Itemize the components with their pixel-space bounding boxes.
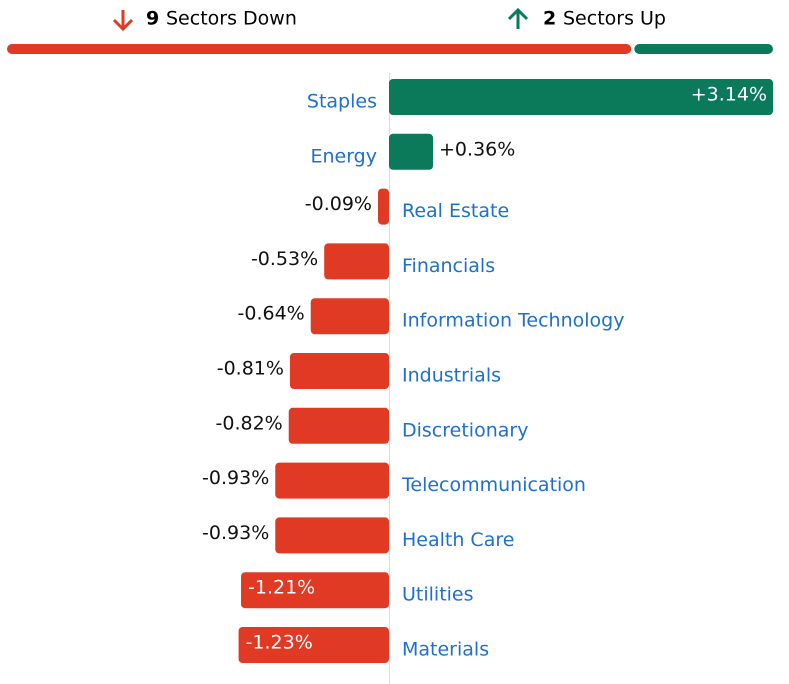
bar [275, 517, 389, 554]
value-label: -0.93% [202, 522, 269, 544]
value-label: +0.36% [439, 138, 515, 160]
bar [389, 133, 434, 170]
up-label: Sectors Up [563, 8, 666, 30]
bar [310, 298, 389, 335]
bar [241, 572, 389, 609]
up-arrow [507, 7, 529, 29]
category-label: Health Care [402, 529, 514, 551]
value-label: -0.53% [251, 248, 318, 270]
bar [275, 462, 389, 499]
bar [389, 79, 773, 115]
bar [324, 243, 389, 280]
bar [288, 407, 389, 444]
up-share-bar [634, 44, 773, 54]
category-label: Financials [402, 255, 495, 277]
value-label: -0.81% [217, 358, 284, 380]
value-label: -0.09% [305, 193, 372, 215]
category-label: Staples [307, 91, 377, 113]
category-label: Energy [310, 145, 377, 167]
category-label: Real Estate [402, 200, 509, 222]
down-count: 9 [146, 8, 159, 30]
bar [289, 353, 389, 389]
down-label: Sectors Down [166, 8, 297, 30]
category-label: Industrials [402, 365, 501, 387]
value-label: +3.14% [691, 84, 767, 106]
category-label: Information Technology [402, 310, 624, 332]
down-arrow [112, 10, 134, 32]
bar [238, 627, 389, 663]
category-label: Discretionary [402, 419, 528, 441]
category-label: Materials [402, 639, 489, 661]
value-label: -0.82% [216, 412, 283, 434]
up-count: 2 [543, 8, 556, 30]
value-label: -0.64% [238, 303, 305, 325]
value-label: -1.21% [248, 577, 315, 599]
bar [377, 188, 389, 225]
down-share-bar [7, 44, 632, 54]
category-label: Telecommunication [401, 474, 586, 496]
value-label: -0.93% [202, 467, 269, 489]
value-label: -1.23% [246, 632, 313, 654]
category-label: Utilities [402, 584, 474, 606]
